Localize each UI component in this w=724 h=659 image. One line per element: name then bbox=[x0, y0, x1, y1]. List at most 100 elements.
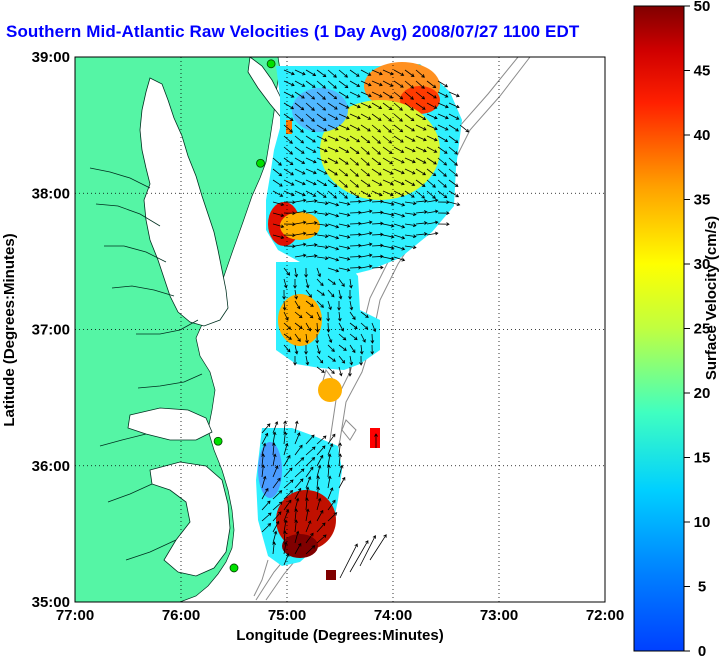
velocity-arrow bbox=[437, 179, 447, 188]
velocity-arrow bbox=[261, 423, 271, 434]
velocity-arrow bbox=[327, 512, 338, 522]
velocity-arrow bbox=[404, 168, 416, 175]
velocity-arrow bbox=[426, 198, 439, 203]
velocity-arrow bbox=[305, 476, 312, 489]
velocity-arrow bbox=[283, 211, 296, 216]
velocity-arrow bbox=[305, 199, 318, 203]
velocity-arrow bbox=[338, 91, 349, 99]
velocity-arrow bbox=[415, 113, 427, 120]
velocity-arrow bbox=[415, 124, 427, 131]
velocity-arrow bbox=[327, 201, 340, 207]
velocity-arrow bbox=[404, 157, 416, 164]
velocity-arrow bbox=[349, 210, 362, 215]
station-marker bbox=[266, 59, 276, 69]
velocity-arrow bbox=[305, 80, 316, 88]
velocity-arrow bbox=[349, 80, 361, 87]
chesapeake-bay bbox=[139, 77, 229, 327]
velocity-arrow bbox=[283, 102, 295, 110]
velocity-arrow bbox=[415, 221, 428, 225]
velocity-arrow bbox=[316, 366, 325, 373]
velocity-arrow bbox=[282, 530, 287, 544]
velocity-arrow bbox=[294, 519, 298, 533]
velocity-arrow bbox=[393, 69, 405, 76]
velocity-arrow bbox=[404, 234, 417, 239]
velocity-arrow bbox=[294, 344, 299, 355]
station-marker bbox=[213, 436, 223, 446]
velocity-arrow bbox=[327, 113, 339, 120]
velocity-arrow bbox=[349, 254, 362, 259]
velocity-arrow bbox=[426, 179, 436, 188]
albemarle-sound bbox=[127, 407, 213, 441]
velocity-arrow bbox=[437, 168, 447, 177]
velocity-arrow bbox=[393, 234, 406, 240]
velocity-arrow bbox=[371, 157, 382, 166]
velocity-arrow bbox=[283, 200, 296, 205]
velocity-arrow bbox=[272, 190, 284, 197]
velocity-arrow bbox=[283, 244, 296, 249]
velocity-arrow bbox=[426, 124, 438, 131]
velocity-arrow bbox=[415, 91, 426, 100]
colorbar-tick-label: 0 bbox=[698, 643, 706, 659]
velocity-arrow bbox=[315, 322, 320, 333]
zone-nw-blue bbox=[292, 88, 348, 132]
velocity-arrow bbox=[327, 168, 338, 176]
velocity-arrow bbox=[360, 69, 372, 76]
velocity-arrow bbox=[338, 212, 351, 217]
cell-isolated-darkred bbox=[326, 570, 336, 580]
velocity-arrow bbox=[371, 80, 383, 87]
velocity-arrow bbox=[316, 445, 326, 456]
velocity-arrow bbox=[305, 508, 310, 522]
velocity-arrow bbox=[404, 223, 417, 228]
velocity-arrow bbox=[338, 179, 348, 188]
velocity-arrow bbox=[283, 479, 294, 489]
velocity-arrow bbox=[426, 113, 438, 120]
velocity-arrow bbox=[382, 91, 393, 99]
velocity-arrow bbox=[404, 113, 415, 122]
velocity-arrow bbox=[283, 146, 294, 155]
plot-frame bbox=[74, 56, 606, 603]
grid-lines bbox=[75, 57, 605, 602]
velocity-arrow bbox=[316, 454, 324, 467]
velocity-arrow bbox=[338, 168, 349, 177]
velocity-arrow bbox=[283, 553, 290, 566]
velocity-arrow bbox=[316, 509, 324, 522]
colorbar-tick-label: 10 bbox=[694, 514, 711, 531]
velocity-arrow bbox=[360, 124, 371, 132]
velocity-arrow bbox=[326, 311, 331, 322]
velocity-arrow bbox=[283, 509, 290, 522]
velocity-arrow bbox=[294, 91, 305, 99]
velocity-arrow bbox=[370, 344, 375, 355]
velocity-arrow bbox=[393, 179, 405, 186]
velocity-arrow bbox=[371, 168, 382, 176]
velocity-arrow bbox=[327, 157, 339, 164]
velocity-arrow bbox=[305, 311, 314, 319]
velocity-arrow bbox=[415, 69, 425, 78]
velocity-arrow bbox=[294, 220, 307, 225]
velocity-arrow bbox=[437, 211, 450, 216]
velocity-arrow bbox=[294, 420, 299, 434]
velocity-arrow bbox=[371, 69, 383, 76]
velocity-arrow bbox=[359, 534, 376, 567]
velocity-arrow bbox=[327, 146, 339, 153]
velocity-arrow bbox=[305, 532, 314, 544]
velocity-arrow bbox=[283, 113, 294, 121]
velocity-arrow bbox=[316, 168, 328, 175]
velocity-arrow bbox=[316, 300, 324, 308]
velocity-arrow bbox=[360, 146, 370, 155]
velocity-arrow bbox=[294, 168, 306, 175]
velocity-arrow bbox=[316, 534, 327, 544]
velocity-arrow bbox=[283, 157, 294, 166]
velocity-arrow bbox=[294, 209, 307, 214]
velocity-arrow bbox=[337, 301, 341, 311]
velocity-arrow bbox=[305, 102, 315, 111]
velocity-arrow bbox=[294, 300, 301, 310]
x-tick-label: 73:00 bbox=[480, 607, 518, 624]
x-tick-label: 75:00 bbox=[268, 607, 306, 624]
velocity-arrow bbox=[349, 102, 361, 109]
velocity-arrow bbox=[315, 333, 320, 344]
velocity-arrow bbox=[393, 190, 405, 197]
velocity-arrow bbox=[349, 179, 360, 188]
velocity-arrow bbox=[272, 453, 277, 467]
velocity-arrow bbox=[294, 198, 307, 203]
